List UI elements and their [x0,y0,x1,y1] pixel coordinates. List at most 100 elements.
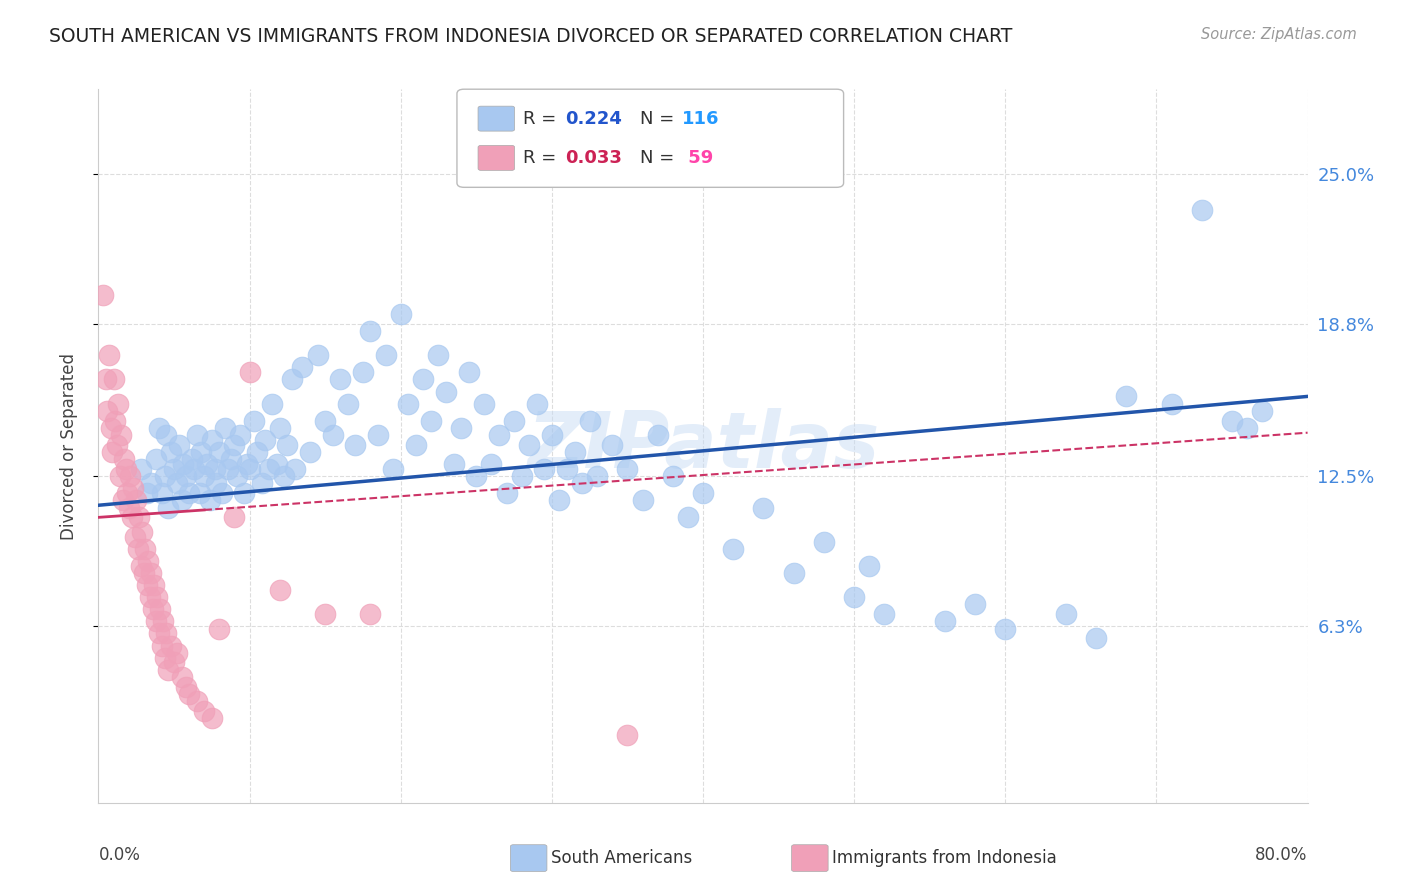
Text: Immigrants from Indonesia: Immigrants from Indonesia [832,849,1057,867]
Point [1115,389,1137,403]
Point [201,433,224,447]
Text: N =: N = [640,110,679,128]
Point [873,607,896,621]
Y-axis label: Divorced or Separated: Divorced or Separated [59,352,77,540]
Point [336,397,359,411]
Point [193,469,215,483]
Point [145,615,167,629]
Point [813,534,835,549]
Point [174,680,197,694]
Point [156,663,179,677]
Text: 116: 116 [682,110,720,128]
Point [382,462,405,476]
Point [752,500,775,515]
Point [352,365,374,379]
Point [1085,632,1108,646]
Point [135,486,157,500]
Point [150,486,173,500]
Text: ZIPatlas: ZIPatlas [527,408,879,484]
Point [783,566,806,580]
Point [443,457,465,471]
Point [217,462,239,476]
Point [616,462,638,476]
Point [170,493,193,508]
Point [269,421,291,435]
Point [616,728,638,742]
Text: R =: R = [523,110,562,128]
Point [934,615,956,629]
Point [129,462,152,476]
Point [526,397,548,411]
Point [208,445,231,459]
Point [146,590,169,604]
Point [156,500,179,515]
Point [174,469,197,483]
Text: 80.0%: 80.0% [1256,847,1308,864]
Point [214,421,236,435]
Point [276,438,298,452]
Text: R =: R = [523,149,562,167]
Point [172,457,194,471]
Point [149,602,172,616]
Point [299,445,322,459]
Point [115,486,138,500]
Point [229,428,252,442]
Point [112,452,135,467]
Text: South Americans: South Americans [551,849,692,867]
Point [262,397,284,411]
Text: 0.0%: 0.0% [98,847,141,864]
Point [143,578,166,592]
Point [239,365,262,379]
Point [389,307,412,321]
Point [257,462,280,476]
Point [307,348,329,362]
Point [153,469,176,483]
Point [193,704,215,718]
Point [844,590,866,604]
Point [427,348,450,362]
Point [273,469,295,483]
Point [179,486,201,500]
Point [120,469,142,483]
Point [647,428,669,442]
Point [124,530,146,544]
Point [150,639,173,653]
Point [221,452,243,467]
Text: SOUTH AMERICAN VS IMMIGRANTS FROM INDONESIA DIVORCED OR SEPARATED CORRELATION CH: SOUTH AMERICAN VS IMMIGRANTS FROM INDONE… [49,27,1012,45]
Point [314,414,336,428]
Point [1160,397,1182,411]
Point [1236,421,1258,435]
Point [125,493,148,508]
Point [134,541,156,556]
Point [122,481,145,495]
Point [201,711,224,725]
Point [232,486,254,500]
Point [548,493,571,508]
Point [128,510,150,524]
Text: N =: N = [640,149,679,167]
Point [246,445,269,459]
Point [495,486,517,500]
Point [170,670,193,684]
Point [96,404,118,418]
Point [107,397,129,411]
Point [360,607,382,621]
Point [269,582,291,597]
Point [110,428,132,442]
Point [503,414,526,428]
Point [510,469,533,483]
Point [163,462,186,476]
Point [555,462,578,476]
Point [160,445,183,459]
Point [457,365,479,379]
Point [631,493,654,508]
Point [314,607,336,621]
Text: Source: ZipAtlas.com: Source: ZipAtlas.com [1201,27,1357,42]
Point [211,486,233,500]
Point [571,476,593,491]
Point [344,438,367,452]
Point [472,397,495,411]
Point [434,384,457,399]
Point [253,433,276,447]
Point [1054,607,1077,621]
